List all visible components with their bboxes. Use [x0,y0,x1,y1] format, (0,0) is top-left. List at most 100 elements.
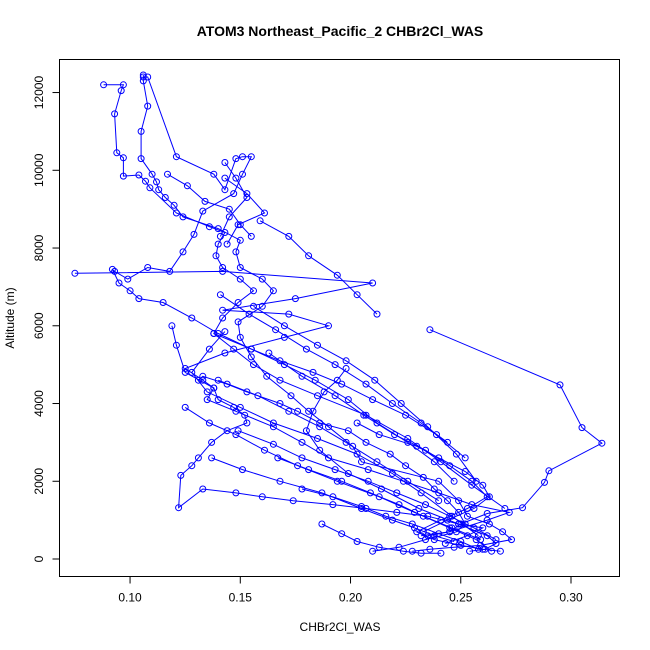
data-point [417,489,425,497]
data-point [362,411,370,419]
data-point [519,504,526,512]
data-point [391,431,399,439]
data-point [481,545,489,553]
data-point [342,357,350,365]
data-point [234,427,242,435]
data-point [188,368,196,376]
data-point [331,392,339,400]
data-point [444,516,451,524]
data-point [483,493,491,501]
data-point [199,485,207,493]
data-point [369,396,377,404]
data-point [111,110,119,118]
data-point [219,314,227,322]
data-point [219,264,227,271]
data-point [276,357,284,365]
data-point [274,454,282,462]
data-point [183,182,191,190]
data-point [276,376,284,384]
y-tick-label: 8000 [32,234,46,261]
data-point [437,549,445,557]
data-point [362,438,370,446]
data-point [430,536,438,544]
series-line-7 [198,375,466,552]
series-line-4 [74,270,512,537]
data-point [214,396,222,404]
data-point [388,470,396,477]
data-point [247,153,255,161]
data-point [269,419,277,427]
data-point [413,442,421,450]
data-point [338,477,346,485]
data-point [408,547,416,555]
data-point [468,477,476,485]
data-point [483,532,491,540]
data-point [444,438,451,446]
data-point [450,477,458,485]
data-point [210,170,218,178]
data-point [470,505,478,512]
data-point [221,229,229,236]
data-point [362,505,370,512]
data-point [210,384,218,392]
data-point [232,155,240,163]
data-point [135,171,143,179]
data-point [269,287,277,295]
data-point [234,318,242,326]
data-point [331,466,339,474]
data-point [298,438,306,446]
data-point [181,368,189,376]
data-point [435,477,443,485]
data-point [232,431,240,439]
data-point [108,265,116,273]
data-point [375,431,383,439]
series-line-25 [321,523,441,554]
data-point [210,330,218,337]
data-point [505,508,513,516]
data-point [455,497,463,505]
data-point [353,450,361,458]
series-line-23 [277,457,492,552]
data-point [448,512,456,520]
data-point [488,547,496,555]
data-point [276,477,284,485]
data-point [111,267,119,275]
data-point [452,528,460,536]
data-point [225,213,233,221]
data-point [309,407,317,415]
data-point [153,178,160,186]
data-point [216,232,224,240]
data-point [446,512,454,520]
data-point [311,376,319,384]
data-point [276,400,284,407]
data-point [413,528,421,536]
data-point [483,510,491,517]
data-point [463,512,471,520]
data-point [424,512,432,520]
data-point [492,540,500,547]
x-tick-label: 0.20 [339,591,363,605]
data-point [598,439,606,447]
series-line-13 [220,294,448,443]
data-point [265,349,273,357]
data-point [499,528,507,536]
data-point [316,446,324,454]
data-point [457,538,465,545]
data-point [119,172,127,180]
data-point [243,419,251,427]
data-point [230,403,238,411]
data-point [472,536,480,544]
data-point [179,248,187,256]
data-point [364,477,372,485]
series-line-18 [213,333,466,459]
data-point [433,431,440,439]
data-point [243,190,251,198]
data-point [349,442,357,450]
data-point [247,345,255,353]
data-point [461,468,469,475]
data-point [463,505,471,512]
x-tick-label: 0.25 [449,591,473,605]
y-tick-label: 6000 [32,312,46,339]
data-point [485,520,493,528]
data-point [298,372,306,380]
